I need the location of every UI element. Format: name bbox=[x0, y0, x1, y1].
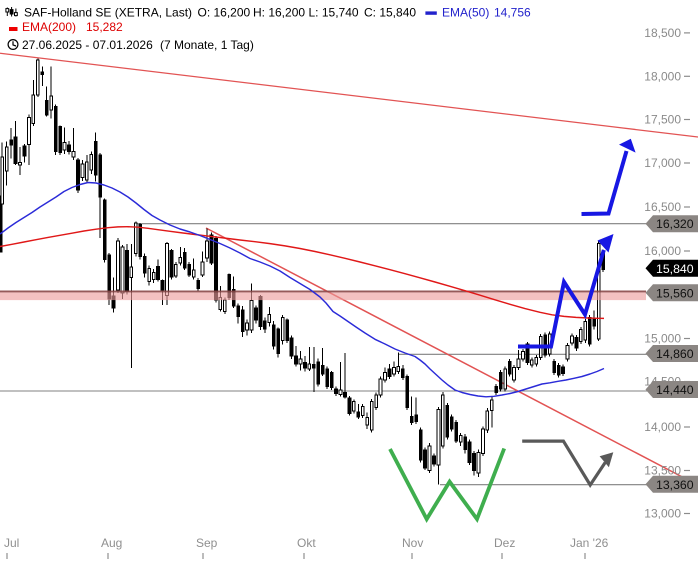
svg-text:16,320: 16,320 bbox=[656, 217, 694, 231]
svg-text:Okt: Okt bbox=[297, 536, 316, 550]
svg-text:16,000: 16,000 bbox=[644, 244, 681, 258]
svg-text:Sep: Sep bbox=[196, 536, 218, 550]
svg-text:17,000: 17,000 bbox=[644, 156, 681, 170]
svg-text:Jan '26: Jan '26 bbox=[570, 536, 609, 550]
svg-text:15,560: 15,560 bbox=[656, 286, 694, 300]
svg-text:18,500: 18,500 bbox=[644, 26, 681, 40]
svg-text:15,840: 15,840 bbox=[656, 262, 694, 276]
svg-text:Nov: Nov bbox=[402, 536, 423, 550]
svg-text:14,000: 14,000 bbox=[644, 420, 681, 434]
svg-text:14,756: 14,756 bbox=[494, 6, 531, 20]
svg-text:(7 Monate, 1 Tag): (7 Monate, 1 Tag) bbox=[160, 38, 254, 52]
svg-text:18,000: 18,000 bbox=[644, 69, 681, 83]
svg-text:H: 16,200: H: 16,200 bbox=[253, 6, 305, 20]
svg-text:L: 15,740: L: 15,740 bbox=[309, 6, 359, 20]
svg-text:Aug: Aug bbox=[101, 536, 122, 550]
svg-text:14,860: 14,860 bbox=[656, 347, 694, 361]
svg-text:14,440: 14,440 bbox=[656, 383, 694, 397]
svg-text:13,360: 13,360 bbox=[656, 478, 694, 492]
svg-text:15,000: 15,000 bbox=[644, 332, 681, 346]
svg-text:27.06.2025 - 07.01.2026: 27.06.2025 - 07.01.2026 bbox=[22, 38, 153, 52]
svg-text:17,500: 17,500 bbox=[644, 113, 681, 127]
svg-text:13,000: 13,000 bbox=[644, 507, 681, 521]
svg-text:O: 16,200: O: 16,200 bbox=[198, 6, 251, 20]
svg-text:EMA(200): EMA(200) bbox=[22, 20, 76, 34]
svg-text:13,500: 13,500 bbox=[644, 464, 681, 478]
svg-text:C: 15,840: C: 15,840 bbox=[364, 6, 416, 20]
svg-text:SAF-Holland SE (XETRA, Last): SAF-Holland SE (XETRA, Last) bbox=[24, 6, 192, 20]
svg-text:EMA(50): EMA(50) bbox=[442, 6, 489, 20]
svg-text:15,282: 15,282 bbox=[86, 20, 123, 34]
svg-text:Dez: Dez bbox=[494, 536, 515, 550]
svg-text:16,500: 16,500 bbox=[644, 200, 681, 214]
svg-text:Jul: Jul bbox=[4, 536, 19, 550]
